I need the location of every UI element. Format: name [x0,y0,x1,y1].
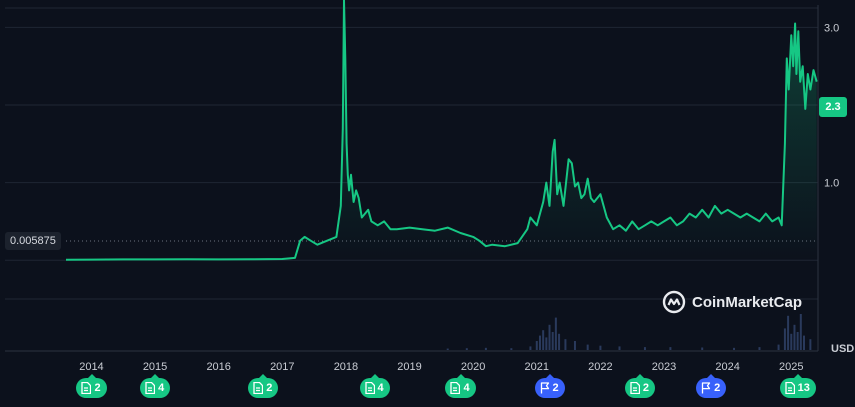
price-line [65,0,818,261]
volume-bar [465,348,468,350]
flag-icon [701,382,711,394]
x-tick-label: 2019 [397,361,421,373]
volume-bar [586,344,589,350]
volume-bar [777,344,780,350]
volume-bar [783,328,786,350]
event-count: 2 [552,382,559,394]
volume-bar [787,315,790,350]
volume-bar [799,314,802,350]
brand-name: CoinMarketCap [692,293,803,311]
x-tick-label: 2017 [270,361,294,373]
event-count: 2 [642,382,649,394]
event-count: 4 [463,382,470,394]
event-badge-document[interactable]: 2 [76,374,107,398]
event-count: 4 [377,382,384,394]
badge-pointer [793,374,802,378]
badge-pointer [545,374,554,378]
x-tick-label: 2023 [652,361,676,373]
volume-bars [446,314,812,350]
event-badge-flag[interactable]: 2 [534,374,565,398]
volume-bar [554,317,557,350]
document-icon [145,382,156,394]
y-tick-label: 1.0 [824,178,839,190]
volume-bar [510,348,513,350]
x-tick-label: 2015 [143,361,167,373]
volume-bar [529,346,532,350]
volume-bar [551,332,554,350]
volume-bar [535,341,538,350]
event-count: 13 [797,382,810,394]
badge-pointer [456,374,465,378]
document-icon [450,382,461,394]
document-icon [630,382,640,394]
brand-watermark: CoinMarketCap [662,290,802,314]
badge-pointer [87,374,96,378]
badge-pointer [370,374,379,378]
volume-bar [793,324,796,350]
event-badge-document[interactable]: 13 [779,374,816,398]
volume-bar [618,346,621,350]
volume-bar [701,347,704,350]
event-badge-document[interactable]: 4 [359,374,390,398]
volume-bar [809,339,812,350]
x-tick-label: 2021 [525,361,549,373]
event-badge-document[interactable]: 4 [140,374,171,398]
volume-bar [599,345,602,350]
volume-bar [542,330,545,350]
event-count: 2 [266,382,273,394]
volume-bar [733,347,736,350]
x-tick-label: 2024 [715,361,739,373]
volume-bar [803,335,806,350]
event-badge-document[interactable]: 2 [624,374,655,398]
badge-pointer [635,374,644,378]
event-badge-document[interactable]: 2 [248,374,279,398]
volume-bar [548,324,551,350]
volume-bar [545,337,548,350]
event-count: 2 [714,382,721,394]
y-tick-label: 3.0 [824,22,839,34]
event-count: 2 [94,382,101,394]
volume-bar [484,347,487,350]
badge-pointer [707,374,716,378]
document-icon [81,382,92,394]
volume-bar [643,347,646,350]
x-tick-label: 2018 [334,361,358,373]
event-badge-document[interactable]: 4 [445,374,476,398]
volume-bar [564,339,567,350]
volume-bar [796,332,799,350]
currency-label: USD [831,343,855,355]
badge-pointer [259,374,268,378]
x-tick-label: 2025 [779,361,803,373]
document-icon [784,382,795,394]
volume-bar [790,333,793,350]
volume-bar [558,333,561,350]
x-tick-label: 2022 [588,361,612,373]
x-tick-label: 2014 [79,361,103,373]
volume-bar [446,348,449,350]
volume-bar [573,341,576,350]
flag-icon [540,382,549,394]
coinmarketcap-logo-icon [662,290,686,314]
document-icon [364,382,375,394]
event-count: 4 [158,382,165,394]
current-price-label: 2.3 [819,97,847,117]
start-price-label: 0.005875 [5,232,61,250]
x-tick-label: 2020 [461,361,485,373]
x-tick-label: 2016 [206,361,230,373]
event-badge-flag[interactable]: 2 [696,374,727,398]
volume-bar [669,347,672,350]
price-area-fill [66,0,817,261]
badge-pointer [151,374,160,378]
volume-bar [538,335,541,350]
volume-bar [758,347,761,350]
document-icon [253,382,264,394]
